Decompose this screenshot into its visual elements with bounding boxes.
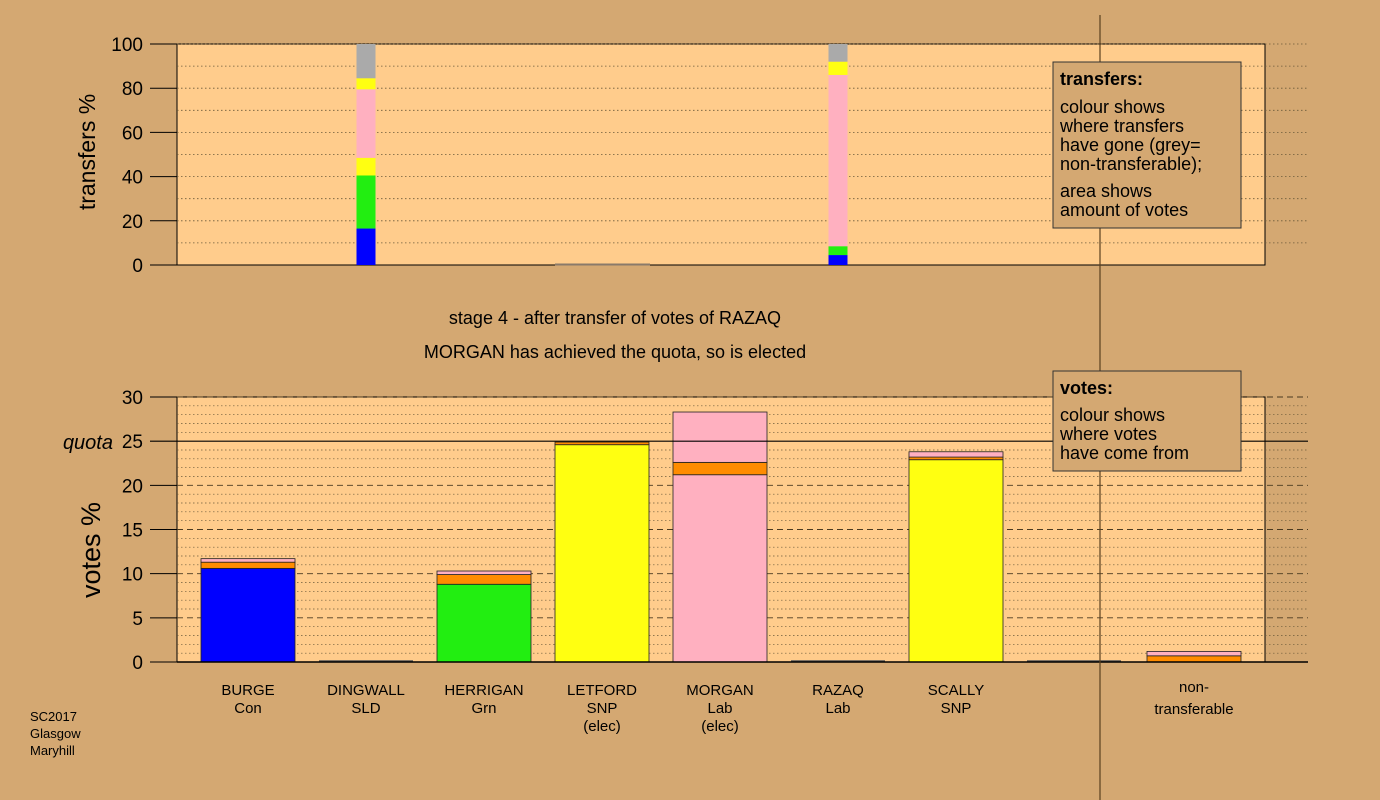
vote-segment — [436, 583, 532, 663]
votes-y-tick-label: 5 — [132, 609, 143, 630]
transfer-segment — [356, 228, 376, 265]
transfers-legend-line: have gone (grey= — [1060, 135, 1201, 155]
nontransferable-label: non- — [1179, 679, 1209, 696]
transfer-segment — [356, 175, 376, 229]
nontransferable-label: transferable — [1154, 701, 1233, 718]
candidate-label: Con — [234, 700, 262, 717]
transfer-segment — [828, 246, 848, 256]
transfer-segment — [828, 74, 848, 247]
vote-segment — [672, 411, 768, 463]
candidate-label: HERRIGAN — [444, 682, 523, 699]
stage-title: stage 4 - after transfer of votes of RAZ… — [449, 308, 781, 328]
transfers-legend-line: where transfers — [1059, 116, 1184, 136]
vote-segment — [672, 474, 768, 663]
transfer-segment — [356, 44, 376, 79]
votes-legend-line: colour shows — [1060, 405, 1165, 425]
vote-segment — [554, 444, 650, 663]
vote-segment — [908, 459, 1004, 663]
candidate-label: (elec) — [583, 718, 621, 735]
votes-y-tick-label: 25 — [122, 432, 143, 453]
vote-segment — [200, 561, 296, 569]
transfer-segment — [356, 78, 376, 90]
votes-legend-line: where votes — [1059, 424, 1157, 444]
candidate-label: DINGWALL — [327, 682, 405, 699]
transfers-y-tick-label: 80 — [122, 79, 143, 100]
transfers-legend-line: area shows — [1060, 181, 1152, 201]
transfers-legend-box — [1052, 61, 1242, 229]
votes-legend-title: votes: — [1060, 378, 1113, 398]
candidate-label: BURGE — [221, 682, 274, 699]
candidate-labels: BURGEConDINGWALLSLDHERRIGANGrnLETFORDSNP… — [221, 679, 1233, 735]
footer-line: Glasgow — [30, 726, 81, 741]
transfers-y-tick-label: 0 — [132, 256, 143, 277]
candidate-label: SNP — [941, 700, 972, 717]
elected-message: MORGAN has achieved the quota, so is ele… — [424, 342, 806, 362]
quota-label: quota — [63, 432, 113, 454]
nontransferable-segment — [1146, 651, 1242, 657]
candidate-label: LETFORD — [567, 682, 637, 699]
vote-segment — [672, 461, 768, 476]
footer-line: SC2017 — [30, 709, 77, 724]
footer-region: SC2017 Glasgow Maryhill — [30, 709, 81, 758]
transfers-legend-title: transfers: — [1060, 69, 1143, 89]
vote-segment — [436, 574, 532, 585]
votes-y-tick-label: 20 — [122, 476, 143, 497]
candidate-label: SNP — [587, 700, 618, 717]
transfer-segment — [828, 61, 848, 75]
transfer-segment — [828, 255, 848, 265]
votes-y-tick-label: 0 — [132, 653, 143, 674]
vote-segment — [200, 558, 296, 563]
transfers-legend: transfers: colour shows where transfers … — [1052, 61, 1242, 229]
transfers-legend-line: non-transferable); — [1060, 154, 1202, 174]
votes-bars — [200, 411, 1242, 663]
candidate-label: Grn — [471, 700, 496, 717]
transfers-y-tick-label: 40 — [122, 168, 143, 189]
votes-y-axis-label: votes % — [76, 502, 106, 598]
footer-line: Maryhill — [30, 743, 75, 758]
transfers-bars — [356, 44, 848, 266]
votes-y-tick-label: 15 — [122, 521, 143, 542]
transfer-segment — [356, 89, 376, 158]
votes-y-tick-label: 30 — [122, 388, 143, 409]
candidate-label: SLD — [351, 700, 380, 717]
vote-segment — [436, 570, 532, 575]
vote-segment — [554, 441, 650, 446]
transfer-segment — [828, 44, 848, 62]
candidate-label: SCALLY — [928, 682, 984, 699]
transfers-legend-line: amount of votes — [1060, 200, 1188, 220]
transfer-segment — [356, 157, 376, 176]
votes-legend-box — [1052, 370, 1242, 472]
votes-y-tick-label: 10 — [122, 565, 143, 586]
vote-segment — [908, 451, 1004, 458]
votes-y-ticks: 0 5 10 15 20 25 30 — [122, 388, 177, 674]
candidate-label: Lab — [707, 700, 732, 717]
candidate-label: Lab — [825, 700, 850, 717]
transfers-y-tick-label: 20 — [122, 212, 143, 233]
transfers-y-axis-label: transfers % — [74, 94, 100, 210]
candidate-label: RAZAQ — [812, 682, 864, 699]
candidate-label: MORGAN — [686, 682, 754, 699]
votes-legend-line: have come from — [1060, 443, 1189, 463]
transfers-legend-line: colour shows — [1060, 97, 1165, 117]
nontransferable-segment — [1146, 655, 1242, 663]
candidate-label: (elec) — [701, 718, 739, 735]
transfers-y-tick-label: 60 — [122, 123, 143, 144]
transfers-y-tick-label: 100 — [111, 35, 143, 56]
votes-legend: votes: colour shows where votes have com… — [1052, 370, 1242, 472]
transfers-y-ticks: 0 20 40 60 80 100 — [111, 35, 177, 277]
vote-segment — [200, 567, 296, 663]
